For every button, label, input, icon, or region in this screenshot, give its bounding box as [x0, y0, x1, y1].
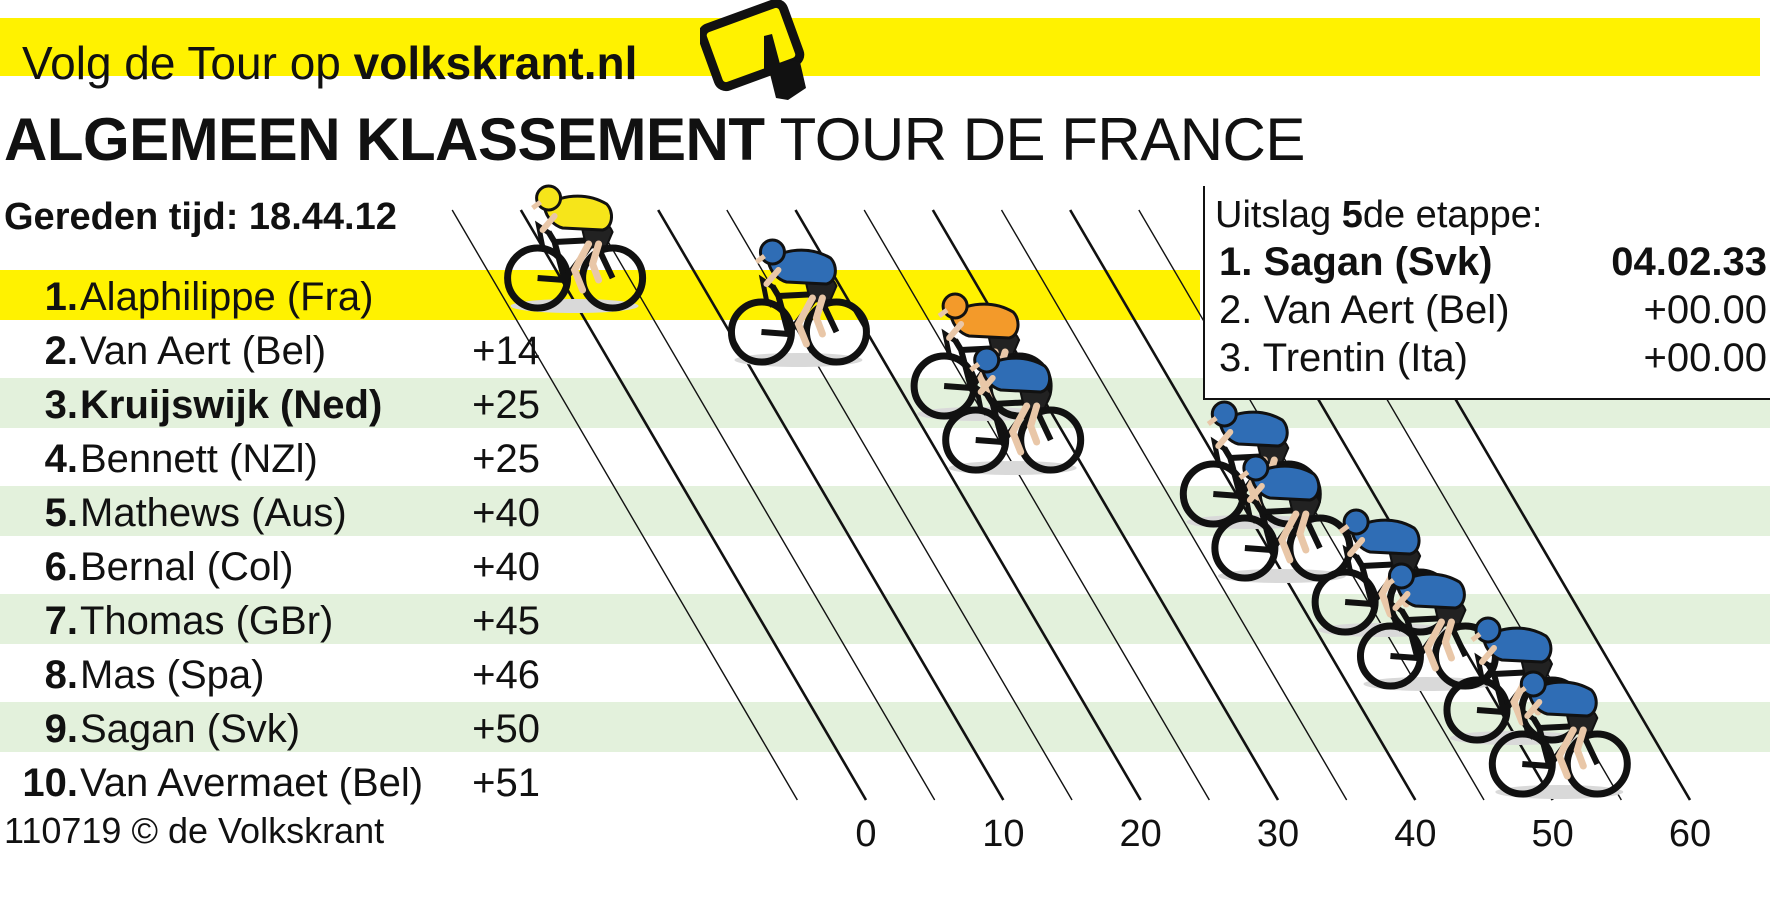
promo-text[interactable]: Volg de Tour op volkskrant.nl — [22, 32, 637, 94]
cyclist-marker — [504, 184, 647, 313]
stage-result-title: Uitslag 5de etappe: — [1215, 192, 1542, 238]
ranking-row: 2. Van Aert (Bel) +14 — [0, 324, 560, 378]
x-tick-label: 40 — [1394, 813, 1436, 855]
rider-name: Van Aert (Bel) — [80, 329, 327, 373]
rider-name: Alaphilippe (Fra) — [80, 275, 374, 319]
ranking-row: 1. Alaphilippe (Fra) — [0, 270, 560, 324]
stage-result-box: Uitslag 5de etappe: 1. Sagan (Svk) 04.02… — [1203, 186, 1770, 400]
stage-result-prefix: Uitslag — [1215, 194, 1342, 236]
time-gap: +45 — [472, 599, 540, 643]
rank-number: 5. — [44, 491, 78, 535]
rider-name: Mas (Spa) — [80, 653, 265, 697]
rider-name: Sagan (Svk) — [80, 707, 301, 751]
rider-name: Bernal (Col) — [80, 545, 294, 589]
x-tick-label: 10 — [982, 813, 1024, 855]
ranking-row: 4. Bennett (NZl) +25 — [0, 432, 560, 486]
elapsed-time: Gereden tijd: 18.44.12 — [4, 196, 397, 238]
cyclist-marker — [1211, 454, 1354, 583]
ranking-row: 3. Kruijswijk (Ned) +25 — [0, 378, 560, 432]
rider-name: Kruijswijk (Ned) — [80, 383, 383, 427]
rank-number: 4. — [44, 437, 78, 481]
rider-name: Mathews (Aus) — [80, 491, 347, 535]
time-gap: +51 — [472, 761, 540, 805]
gridline — [451, 209, 798, 801]
title-strong: ALGEMEEN KLASSEMENT — [4, 106, 765, 173]
rank-number: 10. — [22, 761, 78, 805]
row-band — [0, 486, 1770, 536]
time-gap: +46 — [472, 653, 540, 697]
ranking-row: 8. Mas (Spa) +46 — [0, 648, 560, 702]
tablet-tap-icon — [700, 0, 806, 100]
x-tick-label: 20 — [1120, 813, 1162, 855]
gridline — [863, 209, 1210, 801]
time-gap: +14 — [472, 329, 540, 373]
row-band — [0, 702, 1770, 752]
gridline — [794, 209, 1142, 801]
rank-number: 8. — [44, 653, 78, 697]
rank-number: 3. — [44, 383, 78, 427]
page-title: ALGEMEEN KLASSEMENT TOUR DE FRANCE — [4, 102, 1305, 178]
x-tick-label: 50 — [1532, 813, 1574, 855]
ranking-row: 9. Sagan (Svk) +50 — [0, 702, 560, 756]
stage-result-time: 04.02.33 — [1611, 240, 1767, 284]
stage-result-name: 1. Sagan (Svk) — [1219, 240, 1493, 284]
rank-number: 6. — [44, 545, 78, 589]
stage-result-name: 2. Van Aert (Bel) — [1219, 288, 1510, 332]
time-gap: +50 — [472, 707, 540, 751]
promo-prefix: Volg de Tour op — [22, 37, 354, 89]
stage-result-number: 5 — [1341, 194, 1363, 236]
time-gap: +25 — [472, 437, 540, 481]
promo-site-link[interactable]: volkskrant.nl — [353, 37, 638, 89]
rider-name: Bennett (NZl) — [80, 437, 318, 481]
ranking-row: 5. Mathews (Aus) +40 — [0, 486, 560, 540]
ranking-row: 7. Thomas (GBr) +45 — [0, 594, 560, 648]
promo-banner: Volg de Tour op volkskrant.nl — [0, 18, 1760, 89]
rider-name: Van Avermaet (Bel) — [80, 761, 424, 805]
stage-result-time: +00.00 — [1643, 288, 1767, 332]
ranking-row: 6. Bernal (Col) +40 — [0, 540, 560, 594]
cyclist-marker — [1488, 670, 1631, 799]
stage-result-suffix: de etappe: — [1362, 194, 1543, 236]
gridline — [657, 209, 1005, 801]
gridline — [588, 209, 936, 801]
time-gap: +40 — [472, 491, 540, 535]
rank-number: 9. — [44, 707, 78, 751]
time-gap: +25 — [472, 383, 540, 427]
title-light: TOUR DE FRANCE — [779, 106, 1306, 173]
rider-name: Thomas (GBr) — [80, 599, 334, 643]
x-tick-label: 30 — [1257, 813, 1299, 855]
x-tick-label: 0 — [855, 813, 876, 855]
rank-number: 7. — [44, 599, 78, 643]
cyclist-marker — [727, 238, 870, 367]
rank-number: 1. — [44, 275, 78, 319]
stage-result-time: +00.00 — [1643, 336, 1767, 380]
stage-result-name: 3. Trentin (Ita) — [1219, 336, 1468, 380]
rank-number: 2. — [44, 329, 78, 373]
credit: 110719 © de Volkskrant — [4, 810, 385, 851]
time-gap: +40 — [472, 545, 540, 589]
cyclist-marker — [942, 346, 1085, 475]
ranking-row: 10. Van Avermaet (Bel) +51 — [0, 756, 560, 810]
x-tick-label: 60 — [1669, 813, 1711, 855]
gridline — [1000, 209, 1348, 801]
